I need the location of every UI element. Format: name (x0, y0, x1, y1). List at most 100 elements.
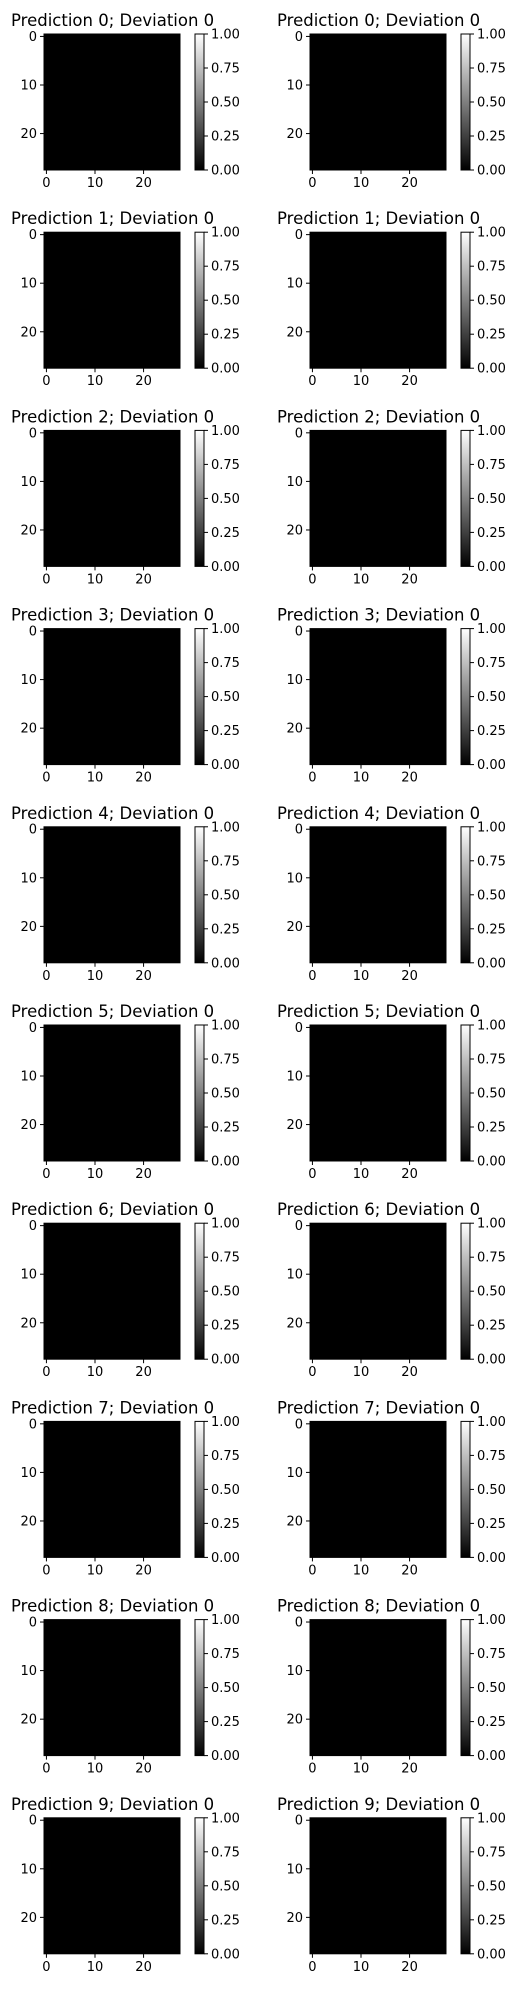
digit-image: 9 (332, 1808, 425, 1963)
panel-8: Prediction 4; Deviation 040 10 20010200.00… (11, 804, 240, 984)
image-background (44, 1421, 180, 1558)
y-tick-label: 10 (286, 79, 303, 94)
colorbar-tick-label: 0.50 (477, 1087, 506, 1102)
colorbar-tick-label: 0.25 (211, 1121, 240, 1136)
y-tick-label: 20 (20, 523, 37, 538)
y-tick-label: 0 (295, 1814, 303, 1829)
colorbar-tick-label: 0.75 (211, 656, 240, 671)
colorbar (460, 826, 471, 964)
image-frame (43, 1222, 181, 1360)
colorbar-tick-label: 0.00 (211, 956, 240, 971)
x-tick-label: 20 (401, 1762, 418, 1777)
colorbar-tick-label: 0.00 (477, 1551, 506, 1566)
colorbar-tick-label: 0.00 (211, 1947, 240, 1962)
colorbar-tick-label: 0.75 (477, 1251, 506, 1266)
image-background (44, 826, 180, 963)
x-tick-label: 20 (135, 1563, 152, 1578)
image-frame (43, 231, 181, 369)
colorbar-tick-label: 1.00 (477, 424, 506, 439)
y-tick-label: 10 (286, 1664, 303, 1679)
colorbar-tick-label: 1.00 (477, 820, 506, 835)
panel-title: Prediction 6; Deviation 0 (11, 1200, 214, 1219)
y-tick-label: 10 (286, 1466, 303, 1481)
colorbar-tick-label: 0.75 (211, 854, 240, 869)
panel-7: Prediction 3; Deviation 03 0 10 20 0 10 20 0.00… (277, 606, 506, 786)
panel-title: Prediction 2; Deviation 0 (277, 407, 480, 426)
panel-4: Prediction 2; Deviation 020 10 20010200.00… (11, 407, 240, 587)
colorbar-tick-label: 0.50 (477, 1681, 506, 1696)
colorbar-tick-label: 0.75 (477, 1845, 506, 1860)
x-tick-label: 20 (401, 1365, 418, 1380)
y-tick-label: 20 (20, 1713, 37, 1728)
y-tick-label: 10 (286, 277, 303, 292)
colorbar-tick-label: 1.00 (211, 1613, 240, 1628)
colorbar-tick-label: 0.75 (211, 1845, 240, 1860)
panel-14: Prediction 7; Deviation 07 0 10 20 0 10 20 0.00… (11, 1398, 240, 1578)
digit-image: 9 (66, 1808, 159, 1963)
x-tick-label: 10 (87, 1365, 104, 1380)
digit-image: 1 (332, 222, 425, 377)
x-tick-label: 20 (401, 176, 418, 191)
image-background (310, 232, 446, 369)
colorbar-tick-label: 0.00 (477, 1353, 506, 1368)
y-tick-label: 10 (20, 673, 37, 688)
colorbar-tick-label: 0.25 (477, 1319, 506, 1334)
colorbar (460, 628, 471, 766)
colorbar-tick-label: 0.00 (211, 758, 240, 773)
x-tick-label: 0 (308, 374, 316, 389)
y-tick-label: 20 (286, 1514, 303, 1529)
colorbar-tick-label: 0.25 (477, 1121, 506, 1136)
colorbar-tick-label: 0.25 (477, 1913, 506, 1928)
colorbar-tick-label: 0.00 (211, 1155, 240, 1170)
colorbar-tick-label: 0.75 (477, 1449, 506, 1464)
y-tick-label: 20 (20, 1911, 37, 1926)
colorbar-tick-label: 0.25 (477, 328, 506, 343)
digit-image: 7 (332, 1411, 425, 1566)
y-tick-label: 0 (295, 1219, 303, 1234)
image-frame (309, 1817, 447, 1955)
x-tick-label: 0 (42, 969, 50, 984)
y-tick-label: 10 (20, 1268, 37, 1283)
panel-6: Prediction 3; Deviation 03 0 10 20 0 10 20 0.00… (11, 606, 240, 786)
x-tick-label: 10 (87, 374, 104, 389)
y-tick-label: 10 (20, 79, 37, 94)
x-tick-label: 0 (308, 1365, 316, 1380)
image-background (44, 1619, 180, 1756)
image-background (310, 1619, 446, 1756)
x-tick-label: 20 (135, 1762, 152, 1777)
image-frame (309, 429, 447, 567)
y-tick-label: 0 (295, 228, 303, 243)
x-tick-label: 10 (353, 176, 370, 191)
x-tick-label: 0 (42, 572, 50, 587)
colorbar-tick-label: 1.00 (477, 1217, 506, 1232)
colorbar (194, 1420, 205, 1558)
y-tick-label: 20 (20, 1118, 37, 1133)
y-tick-label: 20 (286, 325, 303, 340)
colorbar-tick-label: 0.25 (477, 922, 506, 937)
panel-15: Prediction 7; Deviation 07 0 10 20 0 10 20 0.00… (277, 1398, 506, 1578)
colorbar-tick-label: 0.25 (477, 130, 506, 145)
colorbar-tick-label: 0.50 (477, 96, 506, 111)
x-tick-label: 20 (401, 374, 418, 389)
panel-title: Prediction 6; Deviation 0 (277, 1200, 480, 1219)
digit-image: 4 (65, 817, 159, 972)
x-tick-label: 10 (353, 1762, 370, 1777)
x-tick-label: 0 (42, 771, 50, 786)
y-tick-label: 0 (295, 823, 303, 838)
x-tick-label: 10 (353, 374, 370, 389)
colorbar (194, 1222, 205, 1360)
y-tick-label: 10 (286, 1862, 303, 1877)
colorbar-tick-label: 0.00 (477, 1155, 506, 1170)
y-tick-label: 10 (286, 1268, 303, 1283)
panel-11: Prediction 5; Deviation 05 0 10 20 0 10 20 0.00… (277, 1002, 506, 1182)
y-tick-label: 10 (286, 475, 303, 490)
image-frame (309, 826, 447, 964)
panel-10: Prediction 5; Deviation 05 0 10 20 0 10 20 0.00… (11, 1002, 240, 1182)
x-tick-label: 0 (42, 1167, 50, 1182)
colorbar-tick-label: 1.00 (211, 424, 240, 439)
panel-0: Prediction 0; Deviation 000 10 20010200.00… (11, 11, 240, 191)
panel-grid: Prediction 0; Deviation 000 10 20010200.00… (11, 11, 506, 1975)
image-background (44, 1817, 180, 1954)
image-background (44, 430, 180, 567)
x-tick-label: 20 (135, 176, 152, 191)
